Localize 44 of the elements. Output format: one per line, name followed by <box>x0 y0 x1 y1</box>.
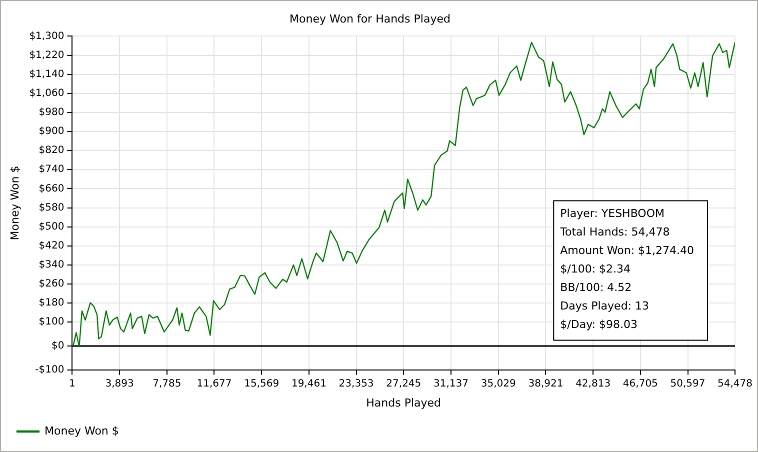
y-tick-label: $180 <box>38 298 64 309</box>
legend-label: Money Won $ <box>44 424 119 438</box>
annotation: $/100: $2.34 <box>560 262 631 276</box>
y-tick-label: $1,060 <box>29 88 64 99</box>
x-tick-label: 31,137 <box>434 378 469 390</box>
y-tick-label: $660 <box>38 183 64 194</box>
y-axis-title: Money Won $ <box>8 166 22 240</box>
chart-title: Money Won for Hands Played <box>290 12 450 26</box>
annotation: BB/100: 4.52 <box>560 281 632 294</box>
annotation: Days Played: 13 <box>560 300 649 313</box>
y-tick-label: -$100 <box>35 364 64 376</box>
annotation: Amount Won: $1,274.40 <box>560 244 694 258</box>
annotation: Total Hands: 54,478 <box>559 226 670 239</box>
x-tick-label: 42,813 <box>576 378 611 390</box>
x-tick-label: 7,785 <box>152 378 182 390</box>
x-tick-label: 46,705 <box>622 378 658 390</box>
x-tick-label: 11,677 <box>196 378 232 390</box>
y-tick-label: $580 <box>38 202 64 214</box>
x-tick-label: 23,353 <box>338 378 374 390</box>
y-tick-label: $820 <box>38 145 64 156</box>
y-tick-label: $100 <box>38 316 64 328</box>
x-tick-label: 3,893 <box>105 378 134 390</box>
y-tick-label: $420 <box>38 240 64 252</box>
x-tick-label: 54,478 <box>718 378 752 390</box>
x-axis-title: Hands Played <box>366 396 442 410</box>
x-tick-label: 38,921 <box>528 378 564 390</box>
x-tick-label: 1 <box>69 378 76 390</box>
y-tick-label: $340 <box>38 260 64 271</box>
y-tick-label: $740 <box>38 164 64 176</box>
annotation: Player: YESHBOOM <box>560 207 664 220</box>
y-tick-label: $500 <box>38 221 64 232</box>
y-tick-label: $900 <box>38 126 64 138</box>
x-tick-label: 35,029 <box>480 378 516 390</box>
y-tick-label: $0 <box>51 340 64 352</box>
x-tick-label: 27,245 <box>386 378 422 390</box>
y-tick-label: $260 <box>38 278 64 290</box>
x-tick-label: 15,569 <box>244 378 280 390</box>
y-tick-label: $1,300 <box>29 30 64 42</box>
x-tick-label: 50,597 <box>670 378 706 390</box>
y-tick-label: $1,220 <box>29 50 64 61</box>
y-tick-label: $980 <box>38 107 64 118</box>
annotation: $/Day: $98.03 <box>560 318 638 332</box>
x-tick-label: 19,461 <box>291 378 326 390</box>
y-tick-label: $1,140 <box>29 68 64 80</box>
